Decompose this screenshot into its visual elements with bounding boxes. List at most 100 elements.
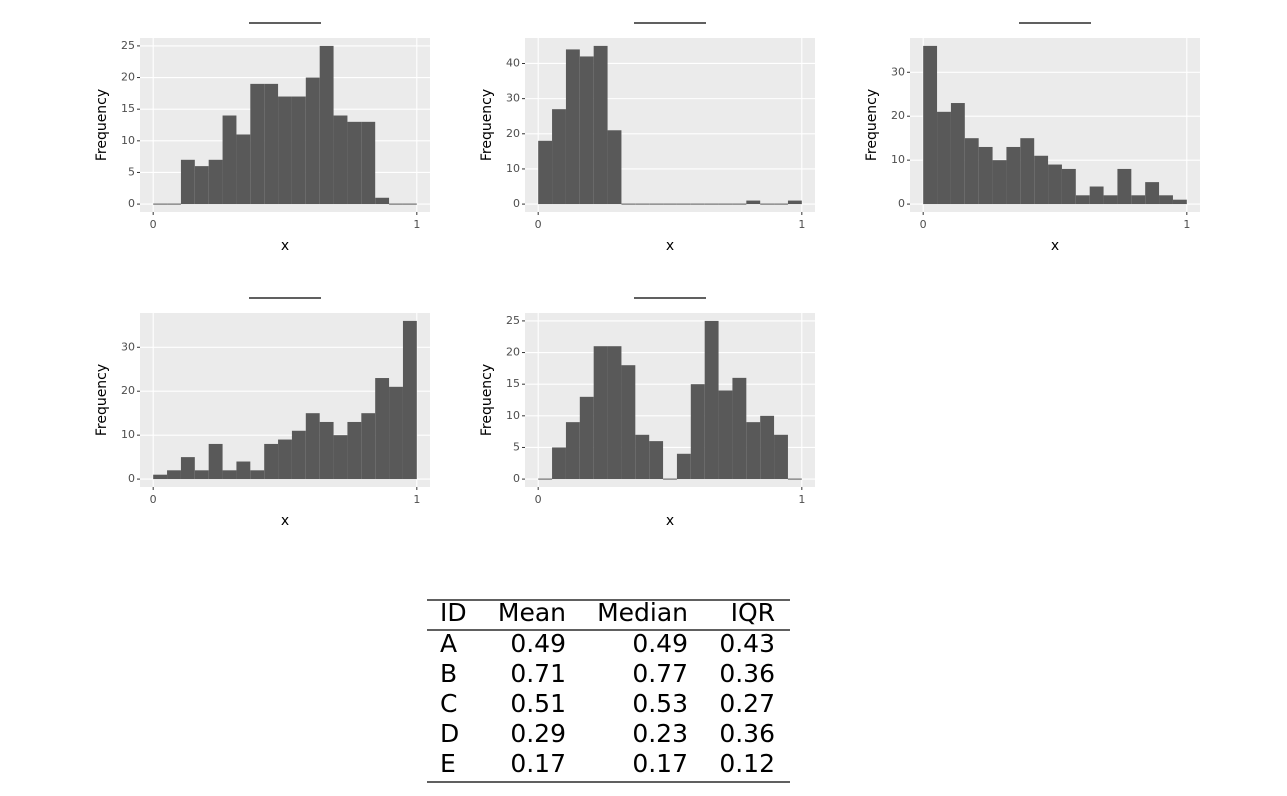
histogram-bar	[635, 203, 650, 205]
table-cell: 0.29	[510, 719, 566, 748]
histogram-bar	[787, 478, 802, 480]
histogram-bar	[250, 83, 265, 205]
y-axis-label: Frequency	[864, 89, 880, 161]
y-tick-label: 10	[121, 428, 135, 441]
y-tick-label: 10	[891, 153, 905, 166]
histogram-bar	[375, 378, 390, 480]
y-axis-label: Frequency	[94, 364, 110, 436]
histogram-bar	[593, 346, 608, 480]
histogram-bar	[402, 320, 417, 480]
histogram-bar	[704, 320, 719, 480]
histogram-bar	[291, 96, 306, 205]
x-axis-label: x	[1051, 238, 1059, 254]
histogram-bar	[167, 470, 181, 480]
x-tick-label: 1	[413, 493, 420, 506]
histogram-bar	[621, 365, 636, 480]
histogram-bar	[1034, 155, 1049, 205]
histogram-bar	[153, 203, 168, 205]
histogram-bar	[236, 134, 251, 205]
histogram-bar	[389, 203, 403, 205]
table-cell: 0.17	[510, 749, 566, 778]
x-tick-label: 0	[150, 218, 157, 231]
y-tick-label: 0	[128, 472, 135, 485]
y-tick-label: 20	[891, 109, 905, 122]
histogram-bar	[236, 461, 251, 480]
histogram-bar	[305, 77, 320, 205]
histogram-bar	[663, 203, 677, 205]
y-tick-label: 10	[506, 409, 520, 422]
table-cell: 0.36	[719, 659, 775, 688]
histogram-bar	[565, 422, 580, 480]
histogram-bar	[167, 203, 181, 205]
histogram-bar	[1089, 186, 1104, 205]
table-cell: 0.77	[632, 659, 688, 688]
histogram-bar	[649, 203, 664, 205]
table-cell: 0.49	[632, 629, 688, 658]
y-tick-label: 10	[506, 162, 520, 175]
y-tick-label: 40	[506, 56, 520, 69]
histogram-bar	[1117, 168, 1132, 205]
histogram-bar	[291, 430, 306, 480]
histogram-bar	[774, 434, 788, 480]
table-cell: 0.36	[719, 719, 775, 748]
y-tick-label: 5	[513, 440, 520, 453]
y-tick-label: 0	[513, 472, 520, 485]
table-cell: B	[440, 659, 457, 688]
histogram-bar	[718, 390, 733, 480]
histogram-bar	[774, 203, 788, 205]
histogram-bar	[250, 470, 265, 480]
x-axis-label: x	[281, 513, 289, 529]
histogram-bar	[718, 203, 733, 205]
histogram-bar	[746, 200, 761, 205]
table-header: ID	[440, 598, 467, 627]
histogram-bar	[264, 83, 279, 205]
table-cell: 0.23	[632, 719, 688, 748]
histogram-bar	[1075, 195, 1090, 205]
histogram-bar	[579, 396, 594, 480]
histogram-bar	[760, 203, 775, 205]
y-tick-label: 15	[506, 377, 520, 390]
table-cell: 0.53	[632, 689, 688, 718]
histogram-bar	[704, 203, 719, 205]
histogram-bar	[180, 457, 195, 480]
histogram-bar	[1145, 182, 1160, 205]
histogram-bar	[992, 160, 1007, 205]
histogram-bar	[361, 413, 376, 480]
x-tick-label: 1	[1183, 218, 1190, 231]
table-cell: A	[440, 629, 457, 658]
histogram-bar	[538, 140, 553, 205]
histogram-bar	[319, 45, 334, 205]
histogram-bar	[347, 421, 362, 480]
table-cell: 0.49	[510, 629, 566, 658]
histogram-bar	[964, 138, 979, 205]
x-tick-label: 1	[413, 218, 420, 231]
histogram-bar	[319, 421, 334, 480]
histogram-bar	[732, 203, 747, 205]
histogram-bar	[690, 203, 705, 205]
histogram-bar	[264, 443, 279, 480]
histogram-bar	[579, 56, 594, 205]
x-axis-label: x	[281, 238, 289, 254]
y-tick-label: 0	[898, 197, 905, 210]
x-tick-label: 0	[535, 493, 542, 506]
histogram-bar	[1159, 195, 1173, 205]
histogram-bar	[361, 121, 376, 205]
table-cell: E	[440, 749, 456, 778]
histogram-bar	[333, 435, 348, 480]
histogram-bar	[402, 203, 417, 205]
y-tick-label: 30	[121, 340, 135, 353]
histogram-bar	[649, 441, 664, 480]
x-tick-label: 1	[798, 218, 805, 231]
histogram-bar	[621, 203, 636, 205]
histogram-bar	[1048, 164, 1062, 205]
y-tick-label: 20	[506, 127, 520, 140]
x-axis-label: x	[666, 238, 674, 254]
histogram-bar	[732, 377, 747, 480]
histogram-bar	[937, 111, 951, 205]
histogram-bar	[760, 415, 775, 480]
table-cell: 0.71	[510, 659, 566, 688]
histogram-bar	[950, 103, 965, 205]
y-tick-label: 20	[121, 384, 135, 397]
x-tick-label: 1	[798, 493, 805, 506]
histogram-bar	[635, 434, 650, 480]
